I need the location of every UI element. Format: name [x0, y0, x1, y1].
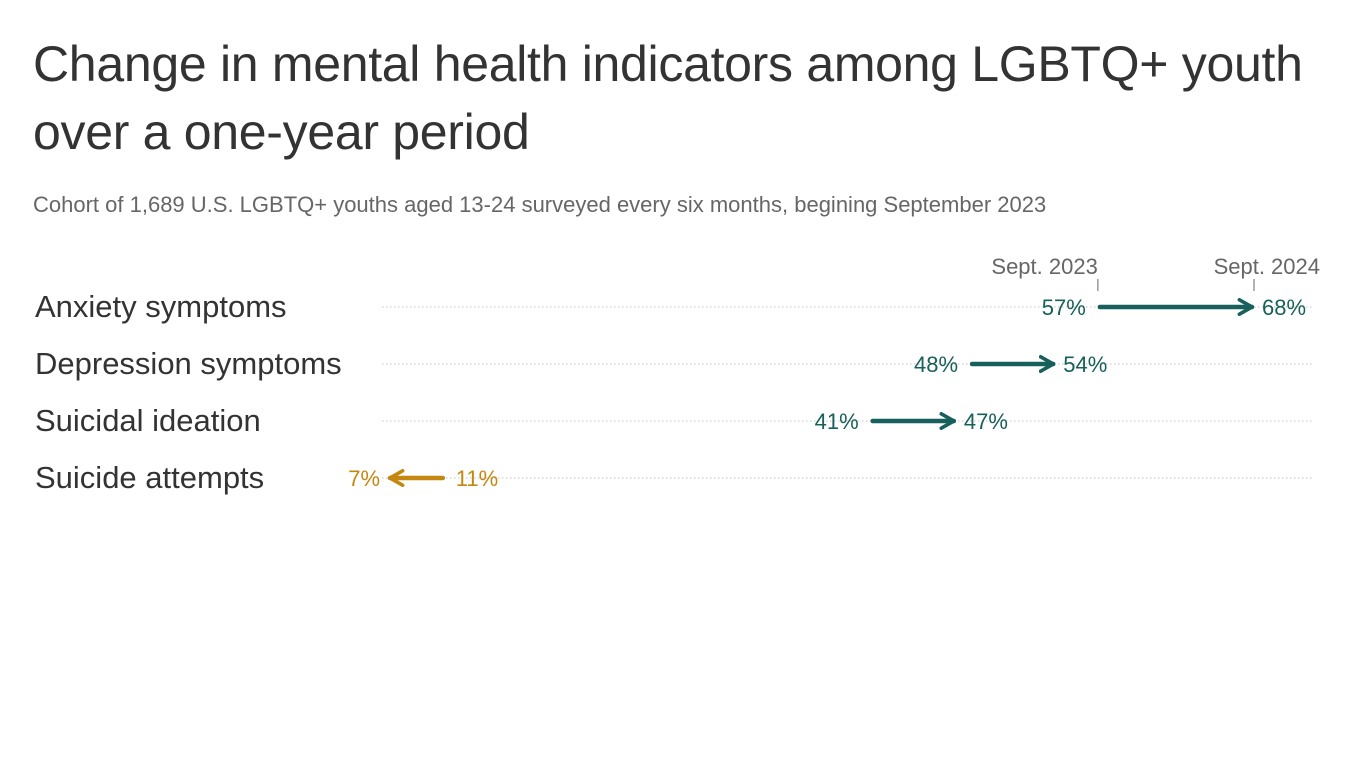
start-value-label: 41% — [815, 409, 859, 434]
end-value-label: 54% — [1063, 352, 1107, 377]
chart-subtitle: Cohort of 1,689 U.S. LGBTQ+ youths aged … — [33, 192, 1047, 217]
start-value-label: 48% — [914, 352, 958, 377]
end-value-label: 47% — [964, 409, 1008, 434]
category-label: Anxiety symptoms — [35, 289, 287, 324]
category-label: Suicide attempts — [35, 460, 264, 495]
column-header-end: Sept. 2024 — [1214, 254, 1320, 279]
category-label: Suicidal ideation — [35, 403, 261, 438]
end-value-label: 7% — [348, 466, 380, 491]
end-value-label: 68% — [1262, 295, 1306, 320]
chart-title: Change in mental health indicators among… — [33, 36, 1303, 160]
start-value-label: 57% — [1042, 295, 1086, 320]
start-value-label: 11% — [456, 466, 498, 491]
column-header-start: Sept. 2023 — [991, 254, 1097, 279]
category-label: Depression symptoms — [35, 346, 342, 381]
